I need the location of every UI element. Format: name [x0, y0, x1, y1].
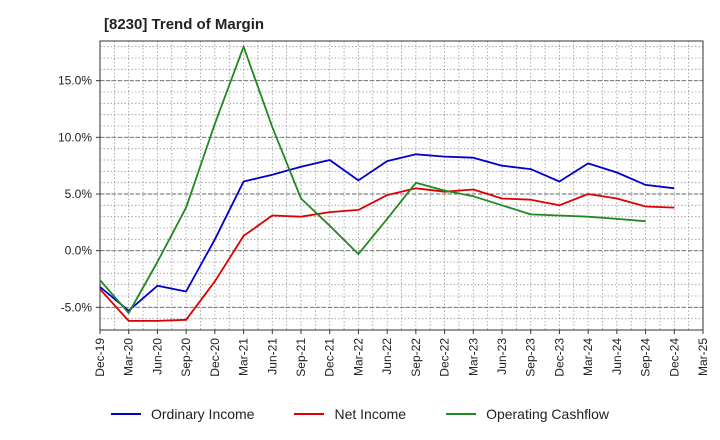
x-tick-label: Sep-22	[409, 338, 423, 377]
y-tick-label: 0.0%	[65, 244, 93, 258]
x-tick-label: Mar-25	[696, 338, 710, 376]
chart-title: [8230] Trend of Margin	[104, 16, 265, 33]
x-tick-label: Jun-24	[610, 338, 624, 375]
chart-legend: Ordinary Income Net Income Operating Cas…	[0, 406, 720, 422]
y-tick-label: 10.0%	[58, 130, 92, 144]
series-line-operating-cashflow	[99, 45, 646, 314]
x-tick-label: Mar-24	[581, 338, 595, 376]
x-tick-label: Sep-24	[639, 338, 653, 377]
legend-swatch-ordinary-income	[110, 413, 141, 415]
x-tick-label: Mar-20	[122, 338, 136, 376]
plot-frame	[99, 40, 704, 331]
legend-swatch-operating-cashflow	[446, 413, 477, 415]
legend-label-ordinary-income: Ordinary Income	[150, 406, 255, 422]
x-tick-label: Dec-20	[208, 338, 222, 377]
x-tick-label: Jun-23	[495, 338, 509, 375]
x-tick-label: Mar-21	[237, 338, 251, 376]
y-tick-label: -5.0%	[61, 300, 93, 314]
x-tick-label: Jun-21	[265, 338, 279, 375]
legend-label-net-income: Net Income	[334, 406, 407, 422]
x-tick-label: Sep-23	[524, 338, 538, 377]
x-tick-label: Sep-21	[294, 338, 308, 377]
legend-label-operating-cashflow: Operating Cashflow	[486, 406, 610, 422]
x-tick-label: Mar-23	[466, 338, 480, 376]
legend-swatch-net-income	[294, 413, 325, 415]
legend-item-ordinary-income: Ordinary Income	[110, 406, 255, 422]
x-tick-label: Dec-24	[667, 338, 681, 377]
series-line-net-income	[99, 187, 675, 322]
x-tick-label: Dec-19	[93, 338, 107, 377]
legend-item-operating-cashflow: Operating Cashflow	[446, 406, 609, 422]
legend-item-net-income: Net Income	[294, 406, 406, 422]
x-tick-label: Dec-23	[552, 338, 566, 377]
x-tick-label: Sep-20	[179, 338, 193, 377]
series-line-ordinary-income	[99, 153, 675, 312]
x-tick-label: Dec-21	[323, 338, 337, 377]
x-tick-label: Jun-22	[380, 338, 394, 375]
x-tick-label: Mar-22	[351, 338, 365, 376]
x-tick-label: Jun-20	[150, 338, 164, 375]
y-tick-label: 15.0%	[58, 74, 92, 88]
x-tick-label: Dec-22	[438, 338, 452, 377]
y-tick-label: 5.0%	[65, 187, 93, 201]
